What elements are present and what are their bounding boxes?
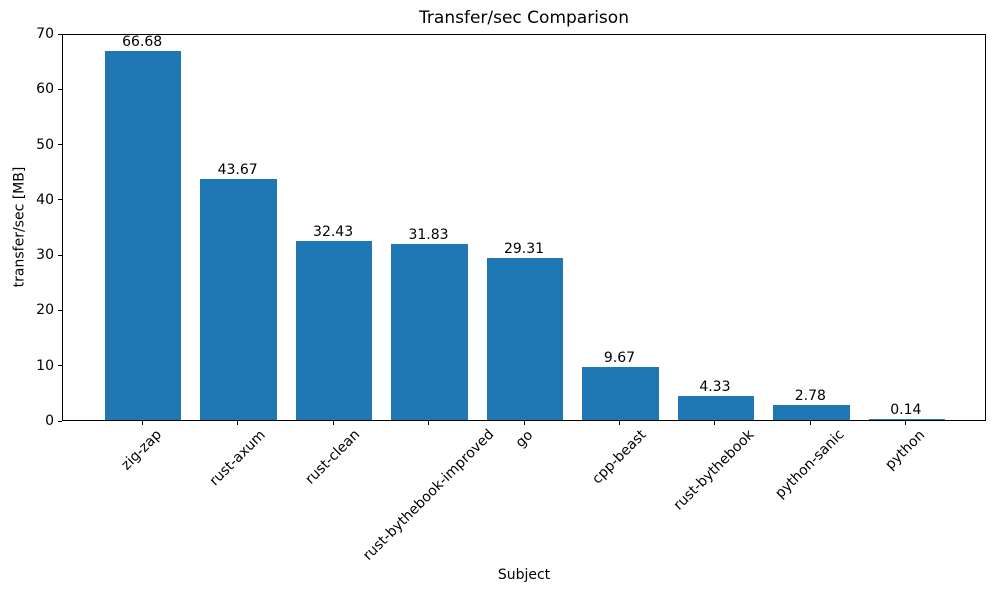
y-tick-label-10: 10 — [36, 357, 54, 374]
bar-value-label-rust-clean: 32.43 — [313, 223, 354, 240]
chart-title: Transfer/sec Comparison — [419, 8, 629, 28]
bar-rust-bythebook — [677, 396, 755, 420]
bar-go — [486, 257, 564, 420]
y-tick-label-50: 50 — [36, 136, 54, 153]
x-tick-label-go: go — [512, 426, 536, 451]
y-tick-label-70: 70 — [36, 26, 54, 42]
bar-value-label-rust-bythebook: 4.33 — [699, 379, 731, 396]
plot-area — [62, 34, 986, 421]
bar-python-sanic — [773, 404, 850, 420]
x-tick-mark — [905, 421, 907, 425]
x-tick-label-rust-clean: rust-clean — [302, 426, 364, 488]
y-tick-mark — [58, 144, 62, 146]
x-tick-mark — [141, 421, 143, 425]
x-tick-mark — [523, 421, 525, 425]
bar-rust-bythebook-improved — [391, 244, 468, 420]
bar-python — [868, 419, 945, 420]
x-tick-mark — [237, 421, 239, 425]
bar-zig-zap — [105, 51, 182, 420]
bar-rust-clean — [295, 240, 373, 420]
x-tick-mark — [618, 421, 620, 425]
y-tick-label-0: 0 — [45, 413, 54, 429]
bar-rust-axum — [200, 178, 277, 420]
y-tick-mark — [58, 365, 62, 367]
y-tick-mark — [58, 33, 62, 35]
bar-value-label-python: 0.14 — [890, 402, 922, 419]
y-tick-mark — [58, 88, 62, 90]
y-tick-label-20: 20 — [36, 302, 54, 319]
bar-value-label-cpp-beast: 9.67 — [603, 349, 636, 366]
y-tick-mark — [58, 309, 62, 311]
y-tick-mark — [58, 420, 62, 422]
y-tick-label-40: 40 — [36, 191, 54, 208]
x-tick-label-rust-axum: rust-axum — [206, 427, 269, 490]
y-tick-mark — [58, 199, 62, 201]
x-tick-label-python-sanic: python-sanic — [772, 426, 848, 503]
bar-value-label-rust-bythebook-improved: 31.83 — [408, 227, 449, 244]
y-tick-label-60: 60 — [36, 81, 54, 98]
y-tick-label-30: 30 — [36, 247, 54, 264]
x-axis-label: Subject — [497, 567, 551, 583]
x-tick-label-cpp-beast: cpp-beast — [589, 426, 650, 488]
x-tick-label-zig-zap: zig-zap — [118, 426, 166, 474]
x-tick-mark — [714, 421, 716, 425]
bar-value-label-python-sanic: 2.78 — [794, 387, 826, 404]
bar-value-label-go: 29.31 — [503, 240, 545, 257]
bar-value-label-zig-zap: 66.68 — [122, 34, 163, 51]
x-tick-mark — [332, 421, 334, 425]
x-tick-label-python: python — [882, 426, 929, 473]
x-tick-label-rust-bythebook-improved: rust-bythebook-improved — [359, 426, 497, 565]
y-axis-label: transfer/sec [MB] — [11, 166, 28, 288]
y-tick-mark — [58, 254, 62, 256]
bar-cpp-beast — [582, 366, 659, 420]
x-tick-label-rust-bythebook: rust-bythebook — [671, 427, 758, 514]
bar-value-label-rust-axum: 43.67 — [217, 161, 258, 178]
x-tick-mark — [809, 421, 811, 425]
x-tick-mark — [428, 421, 430, 425]
